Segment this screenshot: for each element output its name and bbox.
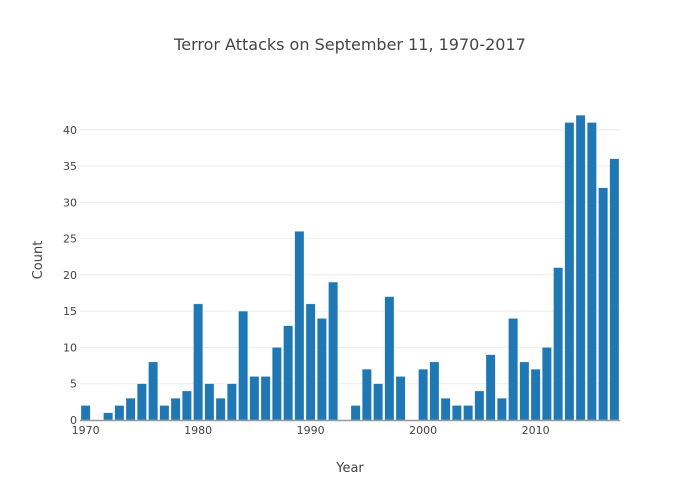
bar-1987 — [272, 347, 282, 421]
bar-1983 — [227, 383, 237, 421]
bar-1985 — [249, 376, 260, 421]
bar-1992 — [328, 281, 338, 421]
bar-2013 — [564, 122, 575, 421]
bars — [80, 114, 620, 421]
bar-2003 — [452, 405, 462, 421]
y-tick-label: 0 — [70, 414, 77, 427]
bar-2016 — [598, 187, 608, 421]
bar-2012 — [553, 267, 563, 421]
bar-1981 — [204, 383, 215, 421]
bar-1995 — [362, 368, 372, 421]
bar-1977 — [159, 405, 170, 421]
bar-1991 — [317, 318, 327, 421]
bar-1988 — [283, 325, 293, 421]
bar-2000 — [418, 368, 428, 421]
bar-1980 — [193, 303, 203, 421]
bar-2006 — [485, 354, 496, 421]
bar-2017 — [609, 158, 620, 421]
bar-2001 — [429, 361, 440, 421]
bar-2004 — [463, 405, 473, 421]
bar-2015 — [587, 122, 597, 421]
bar-1989 — [294, 231, 305, 421]
bar-1986 — [260, 376, 271, 421]
bar-1984 — [238, 310, 248, 421]
bar-1972 — [103, 412, 113, 421]
bar-2014 — [575, 114, 586, 421]
bar-1976 — [148, 361, 158, 421]
bar-1996 — [373, 383, 383, 421]
y-tick-label: 20 — [63, 269, 77, 282]
bar-1974 — [125, 397, 136, 421]
y-tick-label: 40 — [63, 124, 77, 137]
x-axis-label: Year — [335, 461, 364, 476]
y-tick-label: 30 — [63, 196, 77, 209]
bar-2005 — [474, 390, 485, 421]
bar-1973 — [114, 405, 125, 421]
bar-2007 — [497, 397, 507, 421]
bar-2010 — [530, 368, 541, 421]
x-tick-labels: 1970 1980 1990 2000 2010 — [72, 424, 550, 437]
bar-1982 — [215, 397, 226, 421]
bar-2002 — [440, 397, 451, 421]
y-tick-label: 5 — [70, 378, 77, 391]
bar-1998 — [395, 376, 406, 421]
y-tick-labels: 0 5 10 15 20 25 30 35 40 — [63, 124, 77, 427]
bar-1979 — [182, 390, 192, 421]
bar-1994 — [350, 405, 361, 421]
x-tick-label: 2010 — [522, 424, 550, 437]
bar-1978 — [170, 397, 181, 421]
bar-1997 — [384, 296, 395, 421]
x-tick-label: 2000 — [409, 424, 437, 437]
x-tick-label: 1990 — [297, 424, 325, 437]
bar-1970 — [80, 405, 91, 421]
y-tick-label: 25 — [63, 233, 77, 246]
bar-2009 — [519, 361, 530, 421]
x-tick-label: 1970 — [72, 424, 100, 437]
bar-1975 — [137, 383, 147, 421]
y-tick-label: 10 — [63, 341, 77, 354]
y-axis-label: Count — [31, 241, 46, 280]
x-tick-label: 1980 — [184, 424, 212, 437]
bar-2008 — [508, 318, 518, 421]
y-tick-label: 15 — [63, 305, 77, 318]
bar-2011 — [542, 347, 552, 421]
bar-1990 — [305, 303, 316, 421]
y-tick-label: 35 — [63, 160, 77, 173]
chart-title: Terror Attacks on September 11, 1970-201… — [173, 35, 526, 54]
grid-lines — [80, 129, 620, 385]
